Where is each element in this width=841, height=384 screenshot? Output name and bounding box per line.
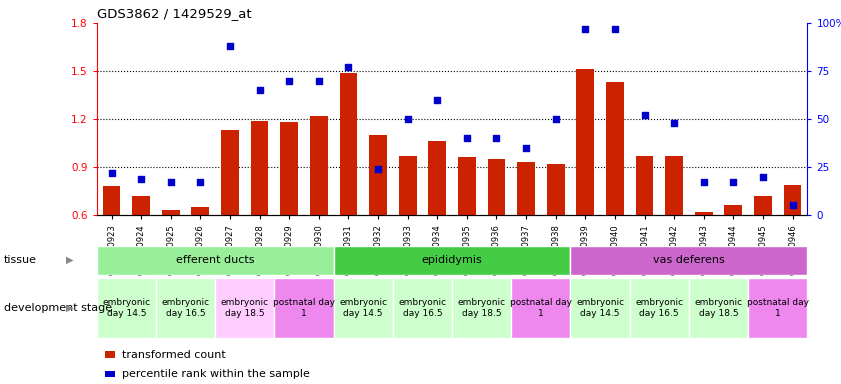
Point [135,175,148,182]
Bar [274,278,334,338]
Text: postnatal day
1: postnatal day 1 [273,298,335,318]
Bar [636,156,653,215]
Point [401,116,415,122]
Bar [156,278,215,338]
Bar [547,164,564,215]
Bar [517,162,535,215]
Bar [784,185,801,215]
Bar [215,278,274,338]
Text: percentile rank within the sample: percentile rank within the sample [122,369,309,379]
Point [785,202,799,209]
Bar [161,210,180,215]
Point [697,179,711,185]
Text: embryonic
day 16.5: embryonic day 16.5 [635,298,684,318]
Bar [458,157,476,215]
Text: postnatal day
1: postnatal day 1 [747,298,809,318]
Point [549,116,563,122]
Text: epididymis: epididymis [421,255,483,265]
Bar [103,186,120,215]
Bar [280,122,298,215]
Bar [570,278,630,338]
Text: development stage: development stage [4,303,113,313]
Point [164,179,177,185]
Bar [754,196,772,215]
Bar [452,278,511,338]
Point [608,26,621,32]
Text: ▶: ▶ [66,303,73,313]
Bar [724,205,743,215]
Bar [369,135,387,215]
Bar [428,141,446,215]
Bar [221,130,239,215]
Point [312,78,325,84]
Bar [511,278,570,338]
Point [431,97,444,103]
Point [520,145,533,151]
Bar [334,278,393,338]
Point [105,170,119,176]
Text: embryonic
day 16.5: embryonic day 16.5 [399,298,447,318]
Bar [630,278,689,338]
Bar [97,246,334,275]
Bar [576,70,594,215]
Text: embryonic
day 16.5: embryonic day 16.5 [161,298,209,318]
Text: embryonic
day 18.5: embryonic day 18.5 [695,298,743,318]
Bar [97,278,156,338]
Bar [334,246,570,275]
Text: embryonic
day 18.5: embryonic day 18.5 [220,298,269,318]
Point [460,135,473,141]
Bar [340,73,357,215]
Text: efferent ducts: efferent ducts [176,255,255,265]
Point [283,78,296,84]
Text: vas deferens: vas deferens [653,255,725,265]
Text: embryonic
day 14.5: embryonic day 14.5 [103,298,151,318]
Point [371,166,384,172]
Bar [488,159,505,215]
Bar [748,278,807,338]
Bar [689,278,748,338]
Point [637,112,651,118]
Point [668,120,681,126]
Text: transformed count: transformed count [122,350,225,360]
Text: embryonic
day 14.5: embryonic day 14.5 [576,298,624,318]
Point [756,174,770,180]
Point [341,64,355,70]
Text: ▶: ▶ [66,255,73,265]
Bar [606,82,624,215]
Point [727,179,740,185]
Text: postnatal day
1: postnatal day 1 [510,298,572,318]
Bar [192,207,209,215]
Bar [570,246,807,275]
Bar [251,121,268,215]
Bar [309,116,328,215]
Bar [132,196,150,215]
Text: tissue: tissue [4,255,37,265]
Bar [393,278,452,338]
Text: embryonic
day 14.5: embryonic day 14.5 [339,298,387,318]
Bar [665,156,683,215]
Text: embryonic
day 18.5: embryonic day 18.5 [458,298,505,318]
Bar [399,156,416,215]
Bar [695,212,712,215]
Point [579,26,592,32]
Point [193,179,207,185]
Point [223,43,236,49]
Text: GDS3862 / 1429529_at: GDS3862 / 1429529_at [97,7,251,20]
Point [253,87,267,93]
Point [489,135,503,141]
